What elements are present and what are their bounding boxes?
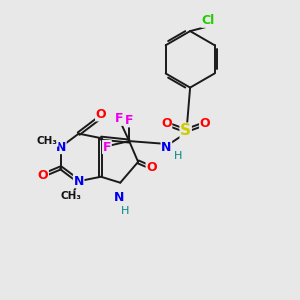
Text: F: F [125,114,134,127]
Text: O: O [200,117,210,130]
Text: F: F [115,112,123,125]
Text: Cl: Cl [201,14,214,27]
Text: N: N [161,140,172,154]
Text: O: O [96,108,106,121]
Text: H: H [174,151,182,161]
Text: S: S [180,123,191,138]
Text: N: N [114,191,124,204]
Text: O: O [38,169,48,182]
Text: CH₃: CH₃ [37,136,58,146]
Text: H: H [121,206,129,216]
Text: N: N [56,140,66,154]
Text: CH₃: CH₃ [61,191,82,201]
Text: N: N [74,175,84,188]
Text: O: O [161,117,172,130]
Text: F: F [103,140,111,154]
Text: O: O [146,161,157,174]
